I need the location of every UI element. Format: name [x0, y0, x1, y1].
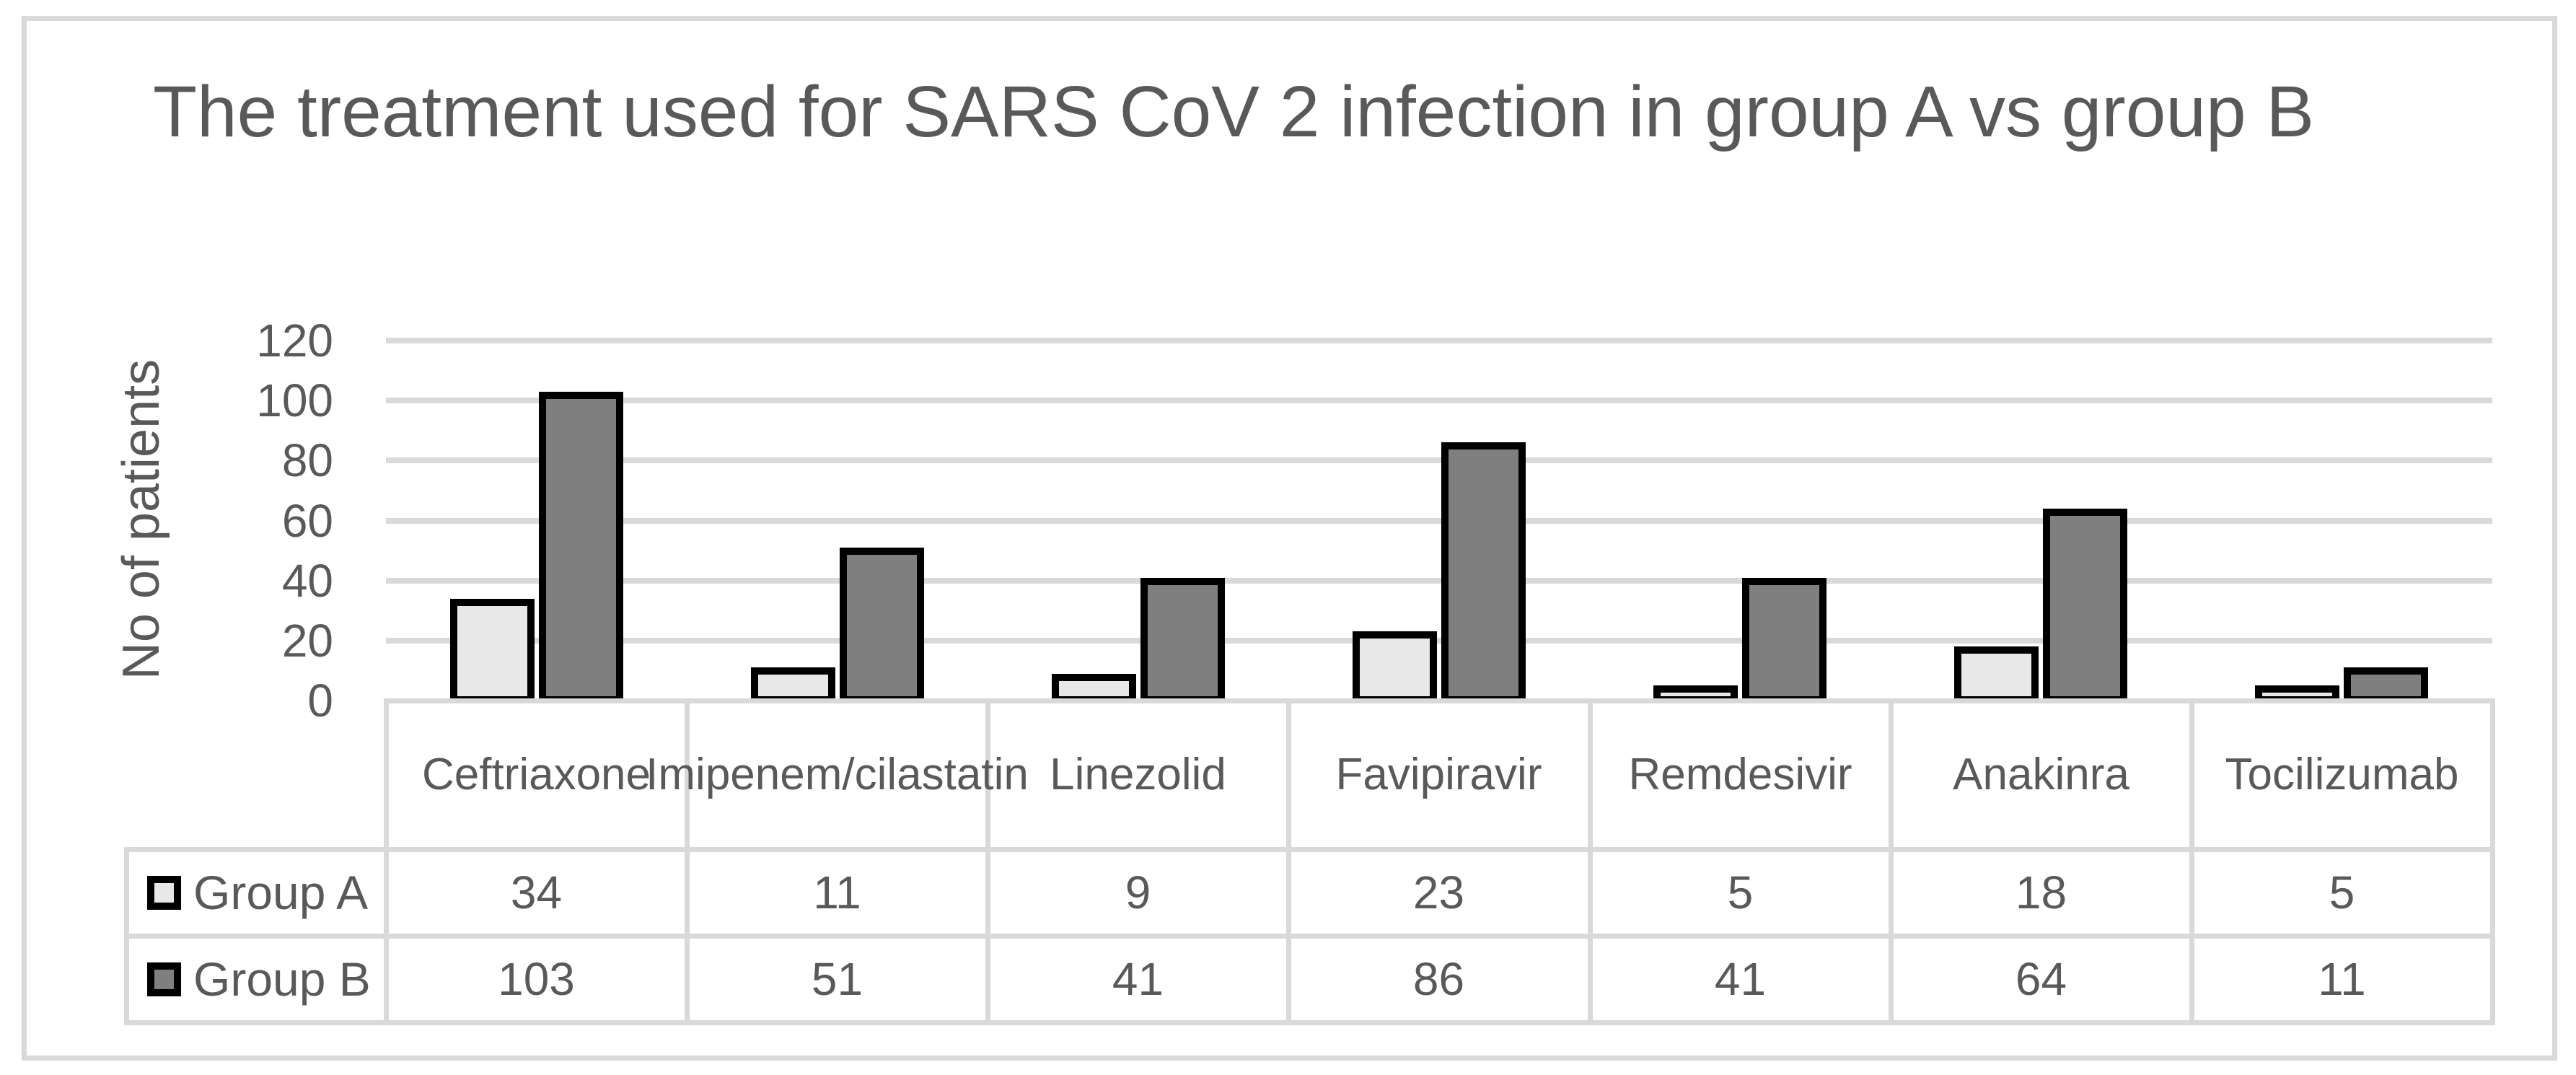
value-cell-group-b-tocilizumab: 11 [2318, 953, 2366, 1005]
value-cell-group-a-ceftriaxone: 34 [510, 866, 563, 918]
legend-cell-group-a: Group A [131, 854, 381, 931]
bar-group-a-favipiravir [1353, 631, 1437, 703]
table-line [2490, 698, 2495, 1025]
legend-cell-group-b: Group B [131, 941, 381, 1017]
bar-group-b-imipenem-cilastatin [840, 548, 924, 703]
y-axis-title: No of patients [113, 359, 170, 680]
category-header-cell: Ceftriaxone [421, 750, 651, 799]
table-line [685, 698, 690, 1025]
value-cell-group-b-anakinra: 64 [2015, 953, 2067, 1005]
gridline [386, 338, 2492, 343]
gridline [386, 518, 2492, 524]
bar-group-b-remdesivir [1742, 578, 1827, 703]
table-line [384, 698, 2495, 703]
table-line [384, 698, 389, 1025]
y-tick-label: 60 [281, 495, 333, 547]
value-cell-group-a-favipiravir: 23 [1412, 866, 1465, 918]
category-header-cell: Linezolid [1050, 750, 1226, 799]
table-line [1588, 698, 1593, 1025]
bar-group-b-favipiravir [1441, 442, 1526, 703]
gridline [386, 578, 2492, 584]
table-line [1286, 698, 1291, 1025]
table-line [2189, 698, 2194, 1025]
table-line [124, 847, 2495, 852]
y-tick-label: 0 [307, 675, 333, 727]
value-cell-group-b-remdesivir: 41 [1714, 953, 1767, 1005]
gridline [386, 398, 2492, 403]
table-line [985, 698, 990, 1025]
value-cell-group-a-imipenem-cilastatin: 11 [813, 866, 861, 918]
value-cell-group-b-imipenem-cilastatin: 51 [811, 953, 863, 1005]
category-header-cell: Tocilizumab [2225, 750, 2459, 799]
category-header-cell: Imipenem/cilastatin [646, 750, 1029, 799]
y-tick-label: 40 [281, 555, 333, 607]
value-cell-group-b-favipiravir: 86 [1412, 953, 1465, 1005]
y-tick-label: 100 [256, 374, 333, 426]
legend-label-group-b: Group B [193, 952, 371, 1006]
figure-border [22, 16, 2557, 1061]
category-header-cell: Favipiravir [1335, 750, 1542, 799]
chart-title: The treatment used for SARS CoV 2 infect… [152, 71, 2315, 152]
category-header-cell: Anakinra [1953, 750, 2129, 799]
legend-label-group-a: Group A [193, 866, 369, 919]
value-cell-group-b-linezolid: 41 [1112, 953, 1164, 1005]
value-cell-group-a-anakinra: 18 [2015, 866, 2067, 918]
value-cell-group-a-remdesivir: 5 [1727, 866, 1754, 918]
table-line [124, 934, 2495, 939]
bar-group-a-anakinra [1954, 646, 2039, 703]
bar-group-a-ceftriaxone [450, 599, 535, 703]
bar-group-b-tocilizumab [2344, 667, 2428, 703]
bar-group-b-ceftriaxone [539, 392, 623, 703]
value-cell-group-b-ceftriaxone: 103 [498, 953, 575, 1005]
bar-group-b-linezolid [1140, 578, 1225, 703]
value-cell-group-a-linezolid: 9 [1125, 866, 1151, 918]
legend-key-group-a [147, 875, 181, 910]
table-line [1889, 698, 1894, 1025]
table-line [124, 1020, 2495, 1025]
bar-group-b-anakinra [2043, 509, 2127, 703]
y-tick-label: 120 [256, 315, 333, 367]
legend-key-group-b [147, 962, 181, 996]
y-tick-label: 80 [281, 434, 333, 486]
gridline [386, 457, 2492, 463]
category-header-cell: Remdesivir [1628, 750, 1852, 799]
gridline [386, 638, 2492, 644]
y-tick-label: 20 [281, 615, 333, 667]
table-line [124, 847, 129, 1025]
value-cell-group-a-tocilizumab: 5 [2329, 866, 2355, 918]
